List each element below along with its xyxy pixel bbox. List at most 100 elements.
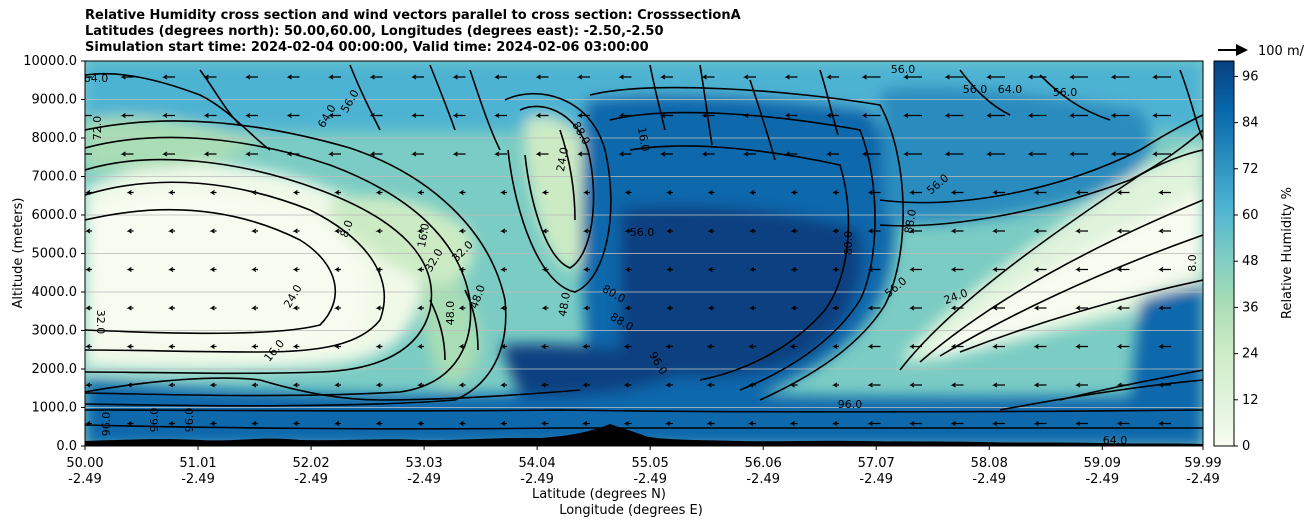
wind-arrow xyxy=(909,267,922,272)
wind-arrow xyxy=(292,267,300,272)
wind-arrow xyxy=(292,421,300,426)
chart-title-line-3: Simulation start time: 2024-02-04 00:00:… xyxy=(85,40,649,55)
wind-arrow xyxy=(1033,190,1047,195)
wind-arrow xyxy=(861,74,881,80)
wind-arrow xyxy=(944,151,964,157)
y-tick-label: 6000.0 xyxy=(32,208,78,223)
y-tick-label: 2000.0 xyxy=(32,362,78,377)
wind-arrow xyxy=(986,113,1005,118)
humidity-field: 24.016.08.0 16.032.0 32.048.048.0 48.056.08… xyxy=(85,61,1203,446)
contour-label: 96.0 xyxy=(183,408,196,433)
wind-arrow xyxy=(541,190,549,195)
wind-arrow xyxy=(209,190,217,195)
x-tick-label-lat: 53.03 xyxy=(405,456,442,471)
chart-title-line-1: Relative Humidity cross section and wind… xyxy=(85,8,741,23)
y-axis-label: Altitude (meters) xyxy=(11,198,26,309)
wind-arrow xyxy=(369,113,383,118)
wind-arrow xyxy=(660,113,673,118)
wind-arrow xyxy=(541,228,549,234)
wind-arrow xyxy=(458,190,466,195)
wind-arrow xyxy=(749,305,756,311)
wind-arrow xyxy=(950,305,964,311)
wind-arrow xyxy=(375,305,383,311)
wind-arrow xyxy=(1069,113,1088,118)
x-tick-label-lat: 56.06 xyxy=(745,456,782,471)
colorbar-tick-label: 12 xyxy=(1242,393,1259,408)
wind-arrow xyxy=(665,382,673,388)
wind-arrow xyxy=(1158,305,1171,311)
wind-arrow xyxy=(577,113,590,118)
wind-arrow xyxy=(867,421,881,426)
wind-arrow xyxy=(666,228,673,234)
wind-arrow xyxy=(867,228,881,234)
wind-arrow xyxy=(909,228,922,234)
contour-label: 16.0 xyxy=(415,222,432,248)
wind-arrow xyxy=(251,190,258,195)
wind-arrow xyxy=(375,228,383,234)
wind-arrow xyxy=(1075,421,1088,426)
wind-arrow xyxy=(944,113,964,118)
y-tick-label: 8000.0 xyxy=(32,131,78,146)
wind-arrow xyxy=(867,190,881,195)
contour-label: 32.0 xyxy=(94,310,107,335)
wind-arrow xyxy=(245,151,258,157)
wind-arrow xyxy=(209,382,217,388)
wind-arrow xyxy=(1075,228,1088,234)
y-tick-label: 4000.0 xyxy=(32,285,78,300)
wind-arrow xyxy=(986,151,1005,157)
contour-label: 96.0 xyxy=(100,412,113,437)
wind-arrow xyxy=(85,76,92,78)
wind-arrow xyxy=(292,382,300,388)
contour-label: 8.0 xyxy=(338,218,356,239)
wind-arrow xyxy=(168,267,175,272)
wind-arrow xyxy=(666,190,673,195)
wind-arrow xyxy=(126,267,134,272)
wind-arrow xyxy=(168,344,175,349)
wind-arrow xyxy=(909,421,922,426)
wind-arrow xyxy=(950,228,964,234)
wind-arrow xyxy=(1110,151,1130,157)
wind-arrow xyxy=(1116,344,1130,349)
x-tick-label-lon: -2.49 xyxy=(407,472,441,487)
wind-arrow xyxy=(950,344,964,349)
wind-arrow xyxy=(582,382,590,388)
wind-arrow xyxy=(1027,151,1047,157)
wind-arrow xyxy=(832,267,839,272)
wind-arrow xyxy=(623,421,632,426)
wind-arrow xyxy=(789,344,798,349)
y-tick-label: 3000.0 xyxy=(32,324,78,339)
wind-arrow xyxy=(209,267,217,272)
wind-arrow xyxy=(665,344,673,349)
wind-arrow xyxy=(577,151,590,157)
wind-arrow xyxy=(1033,305,1047,311)
wind-arrow xyxy=(328,74,341,80)
y-tick-label: 7000.0 xyxy=(32,170,78,185)
wind-arrow xyxy=(1075,267,1088,272)
wind-arrow xyxy=(992,267,1005,272)
wind-arrow xyxy=(458,267,466,272)
wind-arrow xyxy=(986,74,1005,80)
wind-arrow xyxy=(992,421,1005,426)
wind-arrow xyxy=(950,267,964,272)
wind-arrow xyxy=(417,382,424,388)
wind-arrow xyxy=(286,113,300,118)
wind-arrow xyxy=(950,190,964,195)
colorbar-tick-label: 36 xyxy=(1242,300,1259,315)
wind-arrow xyxy=(624,305,632,311)
wind-arrow xyxy=(867,344,881,349)
x-tick-label-lon: -2.49 xyxy=(181,472,215,487)
x-tick-label-lon: -2.49 xyxy=(68,472,102,487)
wind-arrow xyxy=(1152,113,1171,118)
wind-arrow xyxy=(500,228,507,234)
wind-arrow xyxy=(790,305,798,311)
wind-arrow xyxy=(903,151,922,157)
wind-arrow xyxy=(1158,190,1171,195)
x-tick-label-lat: 51.01 xyxy=(179,456,216,471)
wind-arrow xyxy=(126,190,134,195)
wind-arrow xyxy=(500,267,507,272)
wind-arrow xyxy=(458,228,466,234)
wind-arrow xyxy=(1033,344,1047,349)
wind-arrow xyxy=(458,421,466,426)
y-tick-label: 5000.0 xyxy=(32,247,78,262)
wind-arrow xyxy=(623,382,632,388)
